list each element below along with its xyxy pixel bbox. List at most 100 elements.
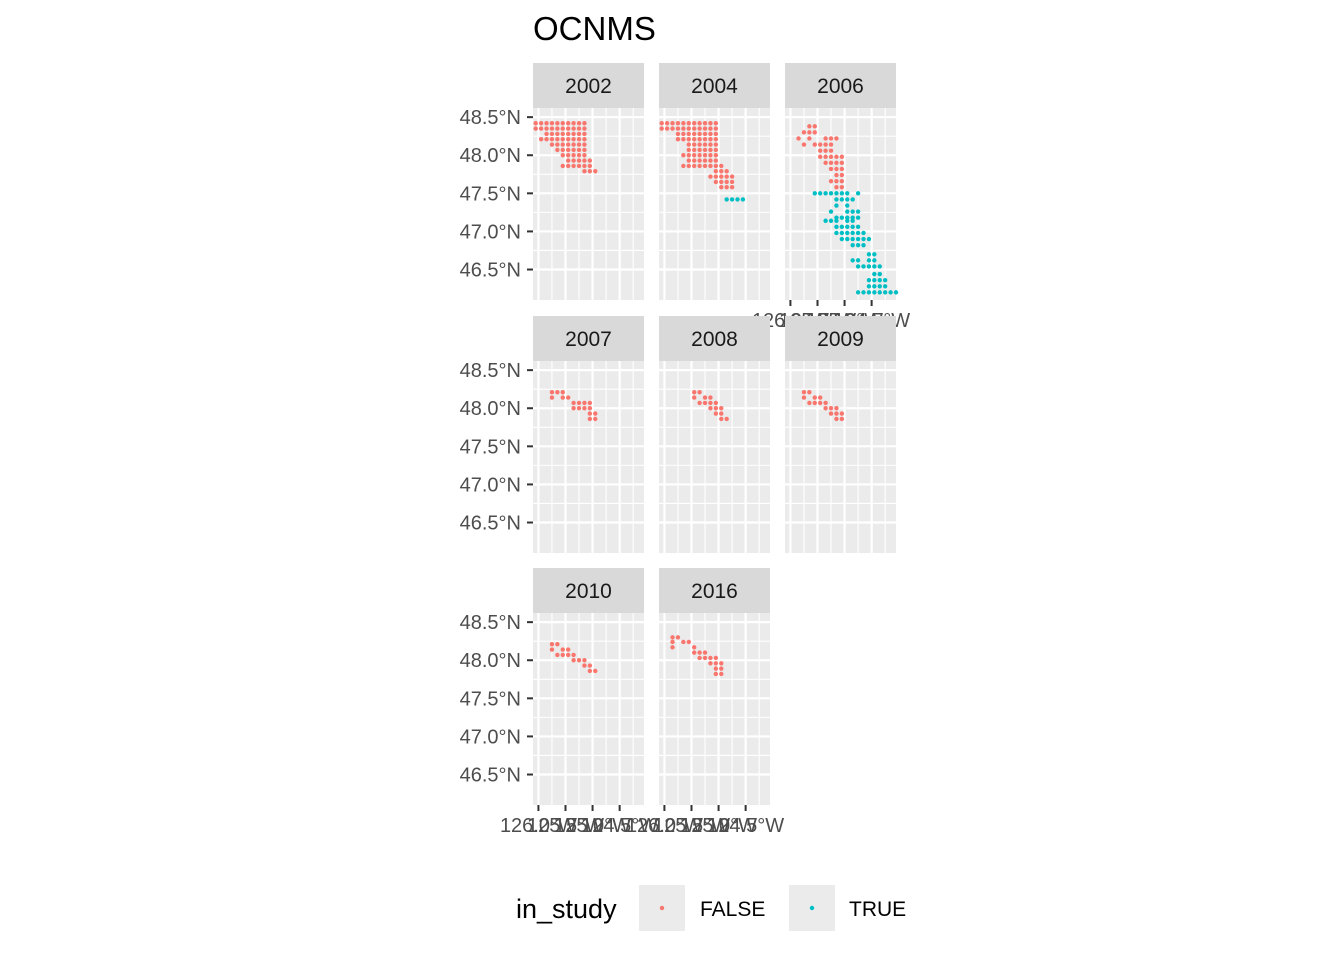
- point-false: [593, 668, 598, 674]
- point-false: [587, 411, 593, 416]
- point-false: [576, 658, 582, 663]
- point-false: [576, 126, 582, 131]
- point-false: [807, 124, 812, 129]
- point-false: [834, 160, 839, 166]
- point-false: [817, 154, 823, 159]
- point-false: [571, 121, 576, 126]
- point-false: [691, 121, 697, 126]
- point-false: [708, 142, 713, 147]
- point-false: [708, 121, 713, 126]
- point-false: [823, 148, 828, 153]
- point-false: [576, 142, 582, 147]
- point-false: [560, 131, 565, 137]
- facet-strip-label: 2004: [691, 75, 738, 98]
- point-false: [697, 147, 702, 153]
- point-false: [828, 178, 834, 184]
- point-false: [697, 400, 702, 406]
- point-false: [576, 163, 582, 169]
- point-false: [713, 671, 719, 677]
- point-false: [702, 137, 708, 142]
- point-false: [702, 655, 708, 661]
- point-false: [681, 131, 686, 137]
- point-false: [686, 142, 691, 147]
- point-false: [565, 153, 571, 158]
- point-false: [560, 142, 565, 147]
- legend-point-false: [659, 905, 665, 911]
- point-false: [702, 147, 708, 153]
- point-false: [713, 147, 719, 153]
- point-true: [845, 236, 850, 242]
- point-false: [834, 416, 839, 422]
- point-false: [560, 652, 565, 658]
- point-false: [571, 126, 576, 131]
- x-tick-label: 125.5°W: [527, 815, 604, 837]
- point-false: [664, 126, 670, 131]
- facet-strip-label: 2016: [691, 580, 738, 603]
- point-false: [708, 661, 713, 666]
- point-true: [861, 290, 866, 295]
- point-false: [834, 166, 839, 172]
- point-true: [823, 218, 828, 223]
- point-false: [565, 147, 571, 153]
- point-false: [582, 121, 587, 126]
- point-true: [855, 236, 861, 242]
- y-tick-label: 47.5°N: [460, 688, 521, 710]
- facet-strip: [785, 316, 896, 361]
- point-false: [565, 395, 571, 400]
- point-false: [839, 416, 845, 422]
- point-false: [719, 406, 724, 411]
- facet-strip: [533, 316, 644, 361]
- point-false: [576, 147, 582, 153]
- point-true: [834, 218, 839, 223]
- panel-background: [785, 108, 896, 300]
- y-tick-label: 47.0°N: [460, 221, 521, 243]
- point-false: [839, 154, 845, 159]
- point-true: [850, 215, 855, 220]
- point-true: [855, 224, 861, 230]
- point-false: [538, 137, 544, 142]
- point-true: [828, 218, 834, 223]
- point-false: [729, 185, 735, 190]
- point-false: [560, 390, 565, 395]
- point-false: [582, 126, 587, 131]
- point-false: [839, 166, 845, 172]
- point-false: [565, 137, 571, 142]
- point-false: [582, 663, 587, 668]
- point-false: [702, 650, 708, 655]
- point-false: [702, 395, 708, 400]
- point-true: [872, 258, 877, 263]
- point-true: [850, 197, 855, 202]
- point-false: [582, 158, 587, 163]
- point-false: [571, 153, 576, 158]
- point-false: [812, 130, 817, 135]
- point-false: [719, 169, 724, 174]
- point-true: [855, 290, 861, 295]
- facet-strip: [785, 63, 896, 108]
- facet-strip-label: 2002: [565, 75, 612, 98]
- point-false: [560, 395, 565, 400]
- point-false: [686, 163, 691, 169]
- point-false: [587, 400, 593, 406]
- point-false: [593, 411, 598, 416]
- point-true: [882, 277, 888, 283]
- point-false: [702, 400, 708, 406]
- point-false: [708, 147, 713, 153]
- point-false: [686, 126, 691, 131]
- point-false: [719, 163, 724, 169]
- point-false: [664, 121, 670, 126]
- point-false: [659, 126, 664, 131]
- point-true: [855, 230, 861, 236]
- point-true: [872, 277, 877, 283]
- point-false: [582, 153, 587, 158]
- point-false: [555, 652, 560, 658]
- point-false: [555, 121, 560, 126]
- point-false: [582, 131, 587, 137]
- point-false: [675, 635, 681, 640]
- point-true: [845, 203, 850, 208]
- point-false: [587, 668, 593, 674]
- point-false: [828, 160, 834, 166]
- legend-label-true: TRUE: [849, 898, 906, 921]
- point-true: [834, 224, 839, 230]
- point-false: [708, 153, 713, 158]
- point-false: [713, 126, 719, 131]
